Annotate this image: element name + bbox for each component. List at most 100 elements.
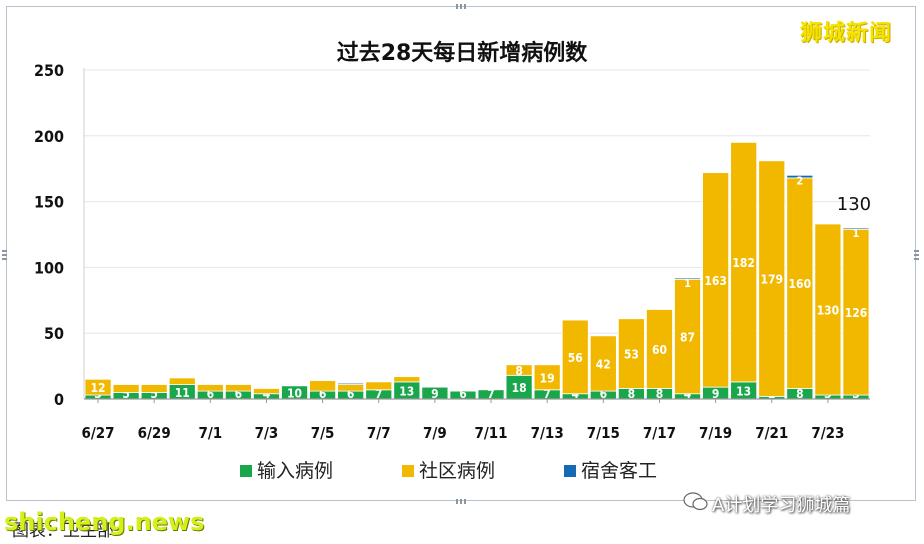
x-tick-label: 7/7: [367, 424, 391, 442]
data-label: 10: [287, 386, 302, 400]
chart-title: 过去28天每日新增病例数: [337, 40, 589, 66]
bar-community: [842, 228, 870, 396]
resize-handle-right[interactable]: [914, 250, 919, 262]
x-tick-label: 7/23: [811, 424, 844, 442]
bar-community: [674, 278, 701, 395]
legend-swatch: [240, 465, 252, 477]
bar-community: [84, 378, 112, 396]
bar-community: [617, 318, 645, 389]
data-label: 11: [175, 386, 190, 400]
bar-community: [786, 177, 814, 389]
legend-swatch: [564, 465, 576, 477]
data-label: 7: [375, 387, 383, 401]
data-label: 8: [796, 387, 804, 401]
data-label: 130: [817, 304, 840, 318]
x-tick-label: 7/19: [699, 424, 732, 442]
data-label: 6: [347, 387, 355, 401]
x-tick-label: 7/11: [474, 424, 507, 442]
data-label: 53: [624, 348, 639, 362]
data-label: 2: [796, 174, 803, 187]
x-tick-label: 7/15: [587, 424, 620, 442]
x-tick-label: 7/3: [255, 424, 279, 442]
data-label: 12: [91, 381, 106, 395]
bar-community: [814, 223, 842, 396]
total-annotation: 130: [837, 194, 871, 215]
data-label: 126: [845, 306, 868, 320]
data-label: 6: [600, 387, 608, 401]
x-tick-label: 7/1: [198, 424, 222, 442]
y-tick-label: 0: [54, 390, 64, 409]
bar-dormitory: [786, 174, 814, 179]
data-label: 9: [431, 387, 439, 401]
data-label: 8: [628, 387, 636, 401]
bar-community: [561, 319, 589, 395]
resize-handle-bottom[interactable]: [456, 499, 468, 504]
y-tick-label: 50: [44, 324, 64, 343]
bar-community: [224, 384, 252, 392]
data-label: 182: [732, 256, 755, 270]
data-label: 60: [652, 343, 667, 357]
bar-community: [253, 388, 280, 395]
data-label: 1: [853, 227, 860, 240]
data-label: 6: [207, 387, 215, 401]
data-label: 8: [656, 387, 664, 401]
y-tick-label: 250: [34, 61, 64, 80]
legend-swatch: [402, 465, 414, 477]
bar-community: [196, 384, 224, 392]
bar-dormitory: [674, 277, 701, 280]
bar-community: [309, 380, 337, 392]
data-label: 56: [568, 351, 583, 365]
resize-handle-top[interactable]: [456, 4, 468, 9]
x-tick-label: 7/13: [531, 424, 564, 442]
bar-dormitory: [842, 227, 870, 230]
data-label: 5: [122, 387, 130, 401]
figure-caption: 图表：卫生部: [12, 521, 114, 541]
data-label: 13: [736, 384, 751, 398]
x-tick-label: 6/29: [138, 424, 171, 442]
data-label: 6: [319, 387, 327, 401]
data-label: 9: [712, 387, 720, 401]
data-label: 19: [540, 371, 555, 385]
data-label: 7: [487, 387, 495, 401]
bar-community: [533, 364, 561, 391]
x-tick-label: 7/5: [311, 424, 335, 442]
data-label: 87: [680, 330, 695, 344]
x-tick-label: 6/27: [81, 424, 114, 442]
y-tick-label: 200: [34, 127, 64, 146]
site-watermark: shicheng.news: [4, 508, 205, 536]
y-tick-label: 100: [34, 258, 64, 277]
bar-community: [393, 376, 421, 383]
bar-community: [112, 384, 140, 393]
data-label: 7: [543, 387, 551, 401]
wechat-icon: [683, 492, 708, 511]
x-tick-label: 7/17: [643, 424, 676, 442]
data-label: 6: [235, 387, 243, 401]
data-label: 1: [684, 277, 691, 290]
bar-community: [337, 384, 365, 392]
x-tick-label: 7/21: [755, 424, 788, 442]
data-label: 160: [789, 277, 812, 291]
bar-community: [505, 364, 533, 376]
data-label: 8: [515, 364, 523, 378]
bar-community: [702, 172, 730, 388]
legend-label: 宿舍客工: [581, 460, 657, 482]
data-label: 5: [150, 387, 158, 401]
bar-community: [365, 381, 393, 391]
data-label: 179: [760, 273, 783, 287]
data-label: 42: [596, 357, 611, 371]
resize-handle-left[interactable]: [2, 250, 7, 262]
bar-community: [758, 160, 786, 397]
bar-community: [730, 141, 758, 383]
data-label: 13: [399, 384, 414, 398]
bar-community: [140, 384, 168, 393]
bar-community: [168, 377, 196, 385]
bar-dormitory: [337, 382, 365, 385]
legend-label: 社区病例: [419, 460, 495, 482]
y-tick-label: 150: [34, 193, 64, 212]
legend-label: 输入病例: [257, 460, 333, 482]
data-label: 18: [512, 381, 527, 395]
bar-community: [589, 335, 617, 392]
bar-community: [646, 309, 673, 389]
wechat-account-label: A计划学习狮城篇: [712, 495, 851, 516]
